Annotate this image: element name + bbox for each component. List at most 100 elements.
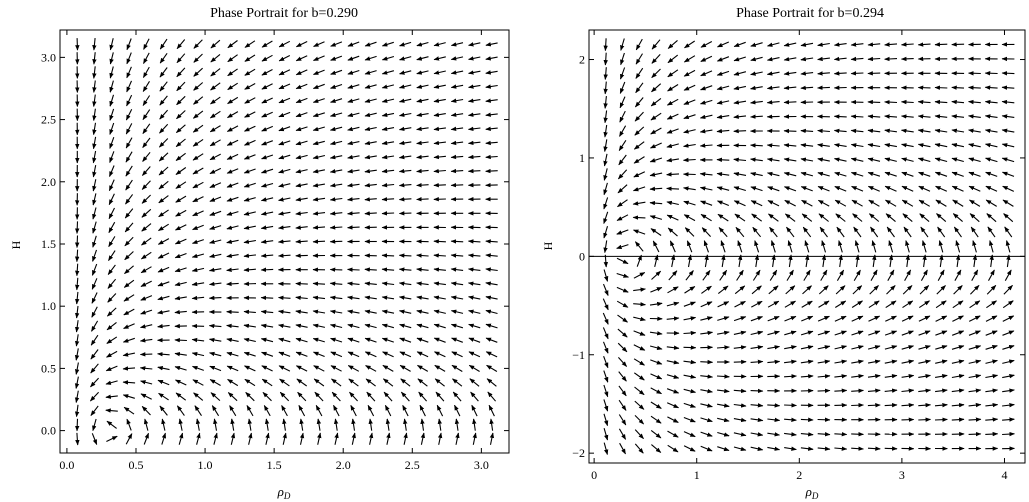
chart-left-frame — [59, 29, 510, 454]
vector-arrow — [454, 418, 460, 431]
vector-arrow — [485, 168, 498, 174]
vector-arrow — [733, 71, 747, 76]
vector-arrow — [733, 171, 747, 177]
vector-arrow — [654, 254, 659, 268]
vector-arrow — [833, 56, 847, 62]
vector-arrow — [717, 285, 729, 295]
vector-arrow — [800, 432, 814, 437]
vector-arrow — [733, 128, 747, 134]
vector-arrow — [75, 418, 80, 432]
vector-arrow — [855, 254, 860, 268]
vector-arrow — [364, 295, 377, 300]
vector-arrow — [850, 143, 864, 148]
vector-arrow — [1001, 143, 1015, 148]
vector-arrow — [784, 403, 797, 408]
vector-arrow — [602, 327, 609, 340]
vector-arrow — [784, 213, 796, 222]
vector-arrow — [767, 200, 780, 207]
vector-arrow — [666, 316, 680, 321]
vector-arrow — [433, 239, 446, 244]
vector-arrow — [437, 418, 442, 431]
vector-arrow — [719, 269, 728, 281]
vector-arrow — [669, 240, 676, 253]
vector-arrow — [717, 446, 730, 452]
vector-arrow — [603, 139, 608, 153]
vector-arrow — [244, 54, 256, 62]
vector-arrow — [783, 56, 797, 62]
vector-arrow — [634, 241, 644, 252]
vector-arrow — [330, 83, 343, 89]
vector-arrow — [884, 99, 898, 105]
vector-arrow — [683, 99, 696, 105]
vector-arrow — [733, 359, 747, 365]
vector-arrow — [986, 213, 997, 223]
vector-arrow — [603, 197, 609, 210]
vector-arrow — [398, 168, 412, 174]
vector-arrow — [784, 417, 797, 422]
vector-arrow — [684, 40, 696, 49]
vector-arrow — [416, 182, 429, 188]
vector-arrow — [1002, 185, 1015, 192]
vector-arrow — [1002, 374, 1015, 379]
vector-arrow — [124, 265, 134, 275]
vector-arrow — [968, 388, 982, 393]
vector-arrow — [986, 300, 997, 309]
vector-arrow — [351, 418, 356, 431]
vector-arrow — [364, 168, 377, 174]
y-tick-label: 3.0 — [41, 50, 56, 64]
vector-arrow — [935, 359, 948, 364]
vector-arrow — [868, 213, 880, 222]
vector-arrow — [282, 418, 287, 431]
vector-arrow — [951, 402, 965, 408]
vector-arrow — [75, 221, 80, 234]
vector-arrow — [649, 331, 663, 336]
vector-arrow — [951, 157, 964, 163]
vector-arrow — [632, 201, 646, 206]
vector-arrow — [125, 137, 133, 149]
vector-arrow — [817, 374, 831, 379]
vector-arrow — [468, 323, 481, 329]
vector-arrow — [603, 96, 608, 109]
vector-arrow — [616, 300, 629, 308]
vector-arrow — [347, 112, 360, 117]
vector-arrow — [400, 391, 410, 402]
vector-arrow — [700, 374, 714, 379]
vector-arrow — [381, 70, 395, 75]
vector-arrow — [833, 128, 847, 134]
vector-arrow — [968, 315, 981, 322]
vector-arrow — [261, 378, 273, 387]
vector-arrow — [347, 309, 360, 314]
vector-arrow — [783, 143, 797, 148]
vector-arrow — [634, 386, 645, 396]
vector-arrow — [617, 314, 628, 323]
vector-arrow — [106, 350, 118, 358]
vector-arrow — [783, 42, 797, 47]
vector-arrow — [347, 168, 360, 174]
vector-arrow — [450, 323, 464, 329]
vector-arrow — [736, 269, 744, 281]
vector-arrow — [106, 321, 117, 331]
vector-arrow — [381, 98, 395, 103]
vector-arrow — [752, 226, 762, 238]
vector-arrow — [838, 240, 843, 253]
vector-arrow — [230, 432, 236, 445]
vector-arrow — [329, 323, 343, 329]
vector-arrow — [603, 413, 609, 427]
vector-arrow — [686, 240, 693, 253]
vector-arrow — [717, 316, 730, 321]
vector-arrow — [209, 196, 222, 202]
vector-arrow — [403, 418, 408, 431]
vector-arrow — [800, 171, 814, 177]
vector-arrow — [295, 309, 308, 315]
vector-arrow — [416, 98, 429, 103]
vector-arrow — [603, 124, 608, 138]
vector-arrow — [886, 285, 896, 295]
vector-arrow — [192, 379, 204, 386]
vector-arrow — [918, 330, 931, 336]
vector-arrow — [347, 41, 360, 47]
vector-arrow — [468, 364, 480, 372]
vector-arrow — [602, 341, 609, 354]
vector-arrow — [90, 363, 99, 374]
vector-arrow — [174, 238, 187, 245]
vector-arrow — [786, 226, 795, 238]
